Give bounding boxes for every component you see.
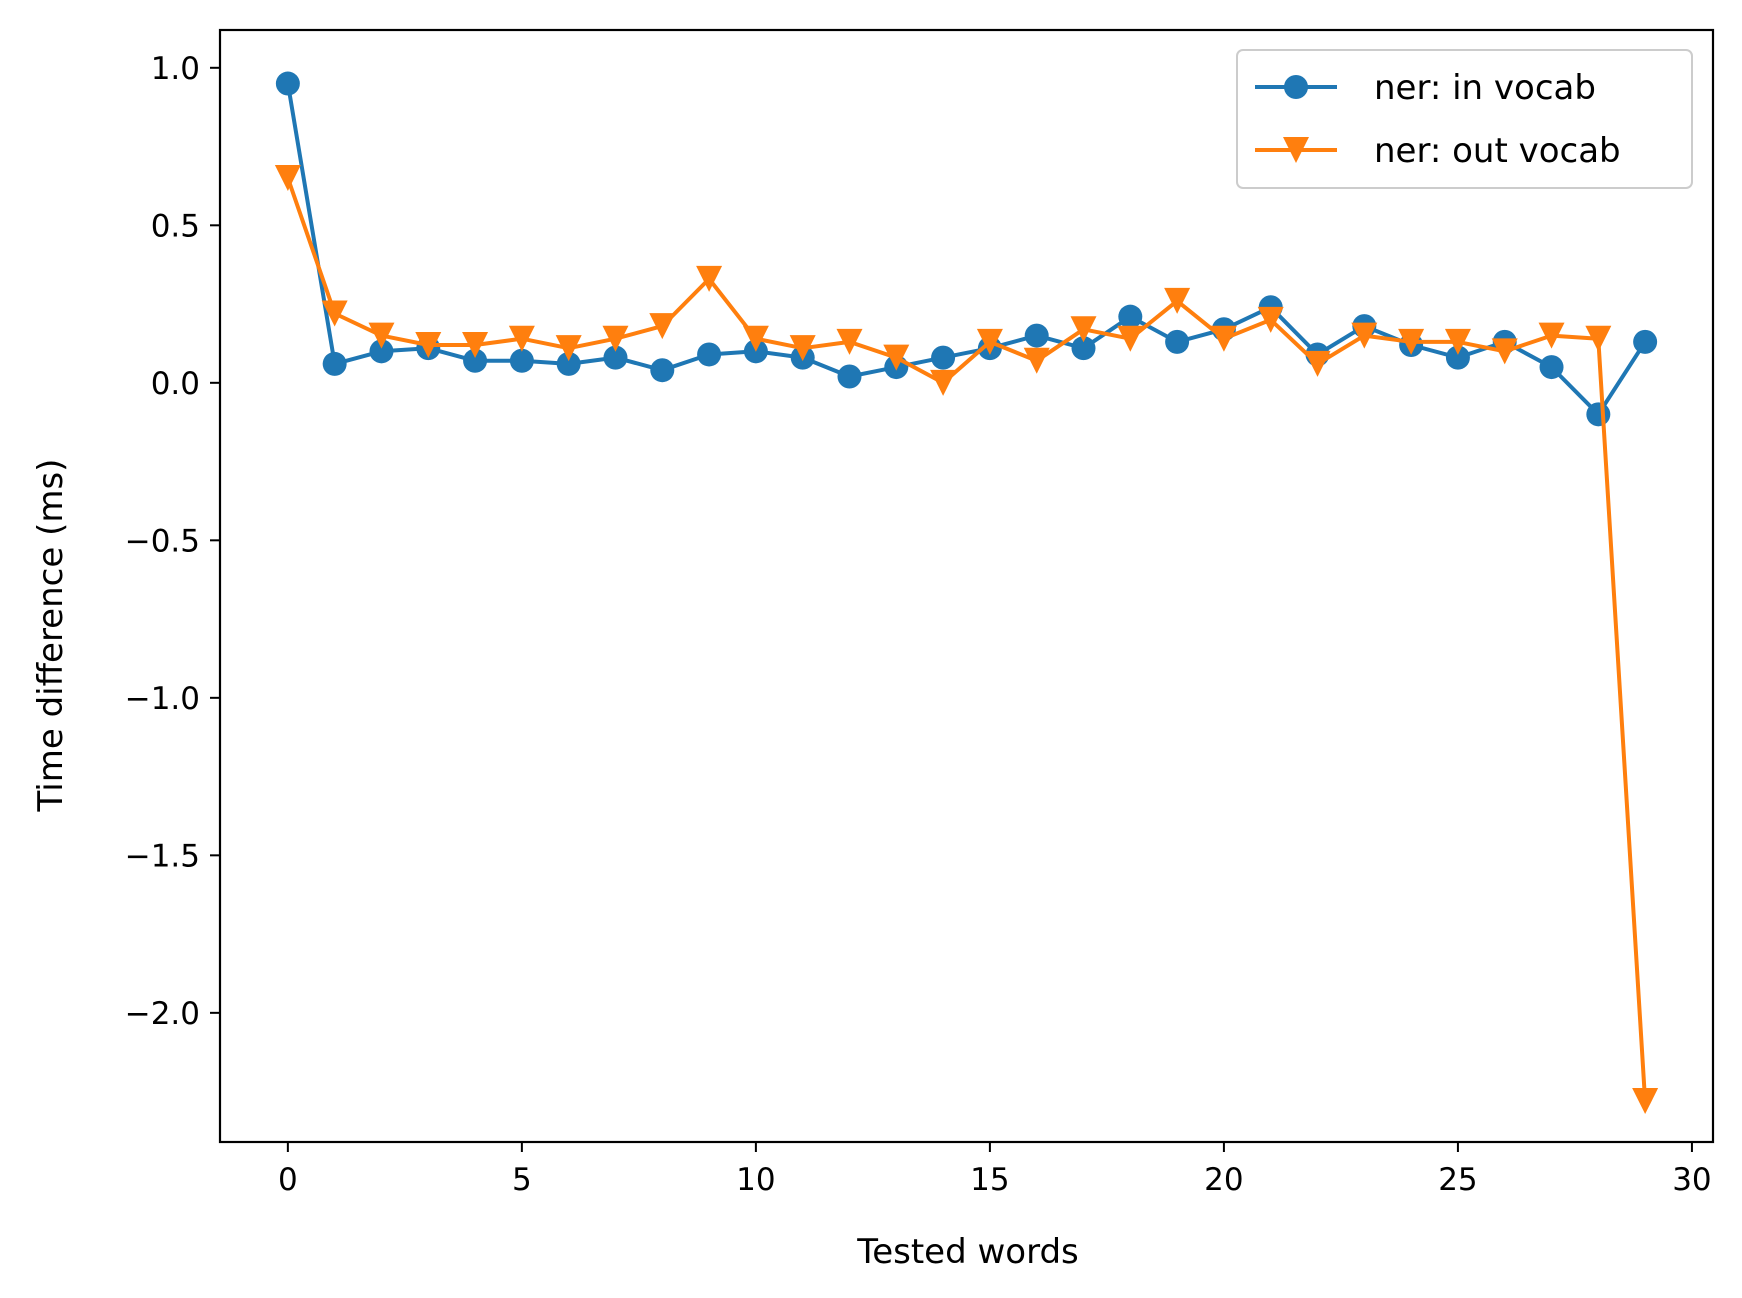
legend-box bbox=[1236, 49, 1693, 189]
data-point-1 bbox=[931, 345, 956, 370]
data-point-1 bbox=[509, 348, 534, 373]
data-point-2 bbox=[321, 300, 348, 327]
axes: 0 5 10 15 20 25 30 1.0 0.5 0.0 −0.5 −1.0 −1.5 −2.0 bbox=[125, 28, 1715, 1198]
data-point-1 bbox=[1118, 304, 1143, 329]
data-point-2 bbox=[1444, 328, 1471, 355]
x-tick-label: 15 bbox=[970, 1162, 1009, 1198]
data-point-2 bbox=[696, 265, 723, 292]
x-tick-label: 5 bbox=[512, 1162, 532, 1198]
y-axis-label: Time difference (ms) bbox=[31, 459, 71, 813]
data-point-1 bbox=[1071, 336, 1096, 361]
y-tick-label: 1.0 bbox=[151, 51, 200, 87]
x-tick-label: 25 bbox=[1438, 1162, 1477, 1198]
data-point-2 bbox=[836, 328, 863, 355]
data-point-1 bbox=[556, 351, 581, 376]
data-point-2 bbox=[1210, 325, 1237, 352]
data-point-2 bbox=[1304, 350, 1331, 377]
data-point-1 bbox=[1633, 329, 1658, 354]
data-point-1 bbox=[463, 348, 488, 373]
data-point-2 bbox=[1164, 287, 1191, 314]
legend-marker-2 bbox=[1283, 137, 1309, 163]
axes-frame bbox=[218, 28, 1715, 1144]
x-axis-label: Tested words bbox=[856, 1232, 1079, 1272]
data-point-1 bbox=[837, 364, 862, 389]
data-point-1 bbox=[1445, 345, 1470, 370]
legend-label-2: ner: out vocab bbox=[1374, 131, 1621, 171]
data-point-2 bbox=[1398, 328, 1425, 355]
legend-marker-1 bbox=[1284, 75, 1308, 99]
y-tick-label: −2.0 bbox=[125, 996, 200, 1032]
data-point-2 bbox=[368, 322, 395, 349]
data-point-2 bbox=[1585, 325, 1612, 352]
data-point-2 bbox=[602, 325, 629, 352]
data-point-2 bbox=[1117, 325, 1144, 352]
legend: ner: in vocab ner: out vocab bbox=[1236, 49, 1693, 189]
data-point-2 bbox=[883, 344, 910, 371]
data-point-1 bbox=[697, 342, 722, 367]
data-point-2 bbox=[1491, 338, 1518, 365]
data-point-2 bbox=[462, 332, 489, 359]
y-tick-label: −1.5 bbox=[125, 838, 200, 874]
series-line-2 bbox=[286, 177, 1648, 1102]
data-point-2 bbox=[1023, 347, 1050, 374]
data-point-2 bbox=[508, 325, 535, 352]
x-tick-label: 20 bbox=[1204, 1162, 1243, 1198]
data-point-2 bbox=[274, 165, 301, 192]
data-point-2 bbox=[1257, 306, 1284, 333]
y-tick-label: −1.0 bbox=[125, 681, 200, 717]
data-point-2 bbox=[1070, 316, 1097, 343]
data-point-2 bbox=[976, 328, 1003, 355]
data-point-2 bbox=[1351, 322, 1378, 349]
data-point-2 bbox=[742, 325, 769, 352]
x-tick-label: 30 bbox=[1672, 1162, 1711, 1198]
data-point-2 bbox=[1632, 1088, 1659, 1115]
data-point-1 bbox=[650, 358, 675, 383]
data-point-2 bbox=[1538, 322, 1565, 349]
data-point-2 bbox=[415, 332, 442, 359]
y-tick-label: 0.0 bbox=[151, 366, 200, 402]
data-point-2 bbox=[555, 335, 582, 362]
data-point-1 bbox=[1539, 355, 1564, 380]
plot-area bbox=[274, 71, 1659, 1115]
data-point-1 bbox=[322, 351, 347, 376]
legend-label-1: ner: in vocab bbox=[1374, 68, 1596, 108]
data-point-1 bbox=[1165, 329, 1190, 354]
y-tick-label: −0.5 bbox=[125, 523, 200, 559]
data-point-1 bbox=[1024, 323, 1049, 348]
data-point-1 bbox=[369, 339, 394, 364]
data-point-1 bbox=[603, 345, 628, 370]
data-point-1 bbox=[1586, 402, 1611, 427]
data-point-2 bbox=[649, 313, 676, 340]
x-tick-label: 10 bbox=[736, 1162, 775, 1198]
x-tick-label: 0 bbox=[278, 1162, 298, 1198]
y-tick-label: 0.5 bbox=[151, 208, 200, 244]
data-point-2 bbox=[789, 335, 816, 362]
data-point-1 bbox=[275, 71, 300, 96]
data-point-2 bbox=[930, 369, 957, 396]
